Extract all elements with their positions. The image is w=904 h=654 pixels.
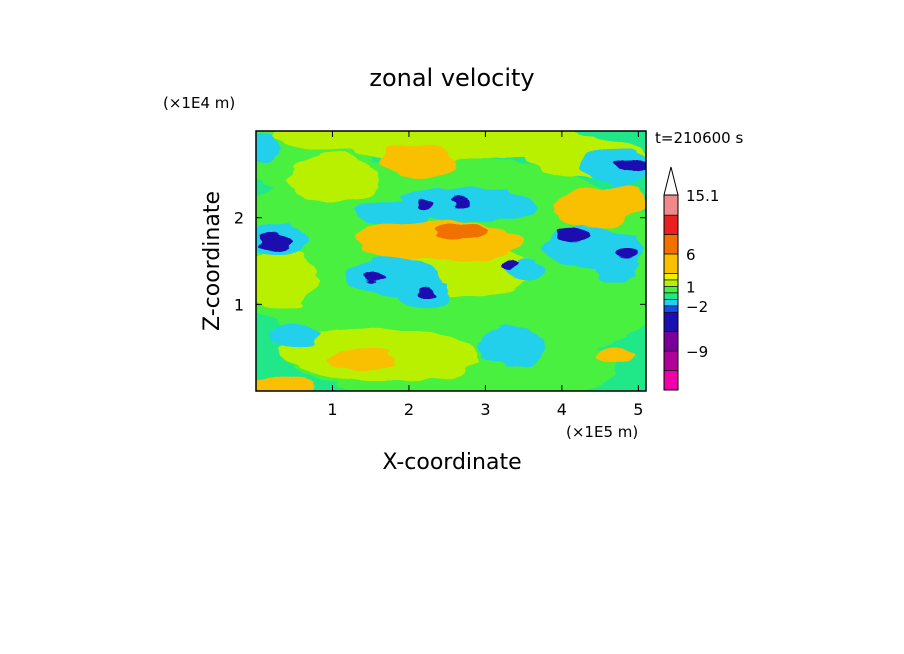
contour-region-4-1 — [401, 187, 539, 223]
colorbar-max-arrow — [663, 166, 679, 196]
contour-region-5-2 — [613, 160, 646, 171]
y-axis-title: Z-coordinate — [200, 191, 225, 331]
contour-region-4-9 — [256, 132, 279, 164]
contour-region-2-7 — [596, 345, 635, 367]
contour-region-5-5 — [500, 259, 516, 272]
contour-region-5-8 — [449, 195, 468, 205]
contour-region-4-11 — [267, 322, 321, 347]
x-tick-label: 1 — [327, 400, 337, 419]
contour-region-5-0 — [259, 233, 294, 249]
colorbar-segment — [663, 273, 679, 281]
colorbar-frame — [663, 194, 679, 391]
contour-region-2-4 — [600, 182, 646, 218]
colorbar-label: −9 — [686, 343, 708, 361]
contour-region-3-0 — [435, 223, 490, 238]
colorbar-segment — [663, 305, 679, 313]
contour-region-1-1 — [271, 131, 608, 160]
colorbar-segment — [663, 234, 679, 255]
x-axis: 1 2 3 4 5 — [327, 131, 643, 419]
y-tick-label: 1 — [234, 295, 244, 314]
colorbar-label: −2 — [686, 298, 708, 316]
colorbar-segment — [663, 311, 679, 332]
contour-region-1-5 — [256, 247, 318, 309]
colorbar-segment — [663, 279, 679, 287]
contour-region-4-5 — [477, 328, 547, 367]
colorbar-label: 6 — [686, 246, 696, 264]
x-tick-label: 5 — [633, 400, 643, 419]
x-tick-label: 2 — [404, 400, 414, 419]
colorbar-label: 1 — [686, 278, 696, 296]
x-axis-title: X-coordinate — [382, 450, 521, 475]
colorbar-segment — [663, 286, 679, 294]
plot-area — [256, 131, 646, 391]
contour-region-4-2 — [355, 200, 432, 227]
colorbar-segment — [663, 253, 679, 274]
x-tick-label: 4 — [557, 400, 567, 419]
contour-region-2-5 — [328, 350, 398, 372]
colorbar-segment — [663, 194, 679, 216]
contour-region-5-3 — [363, 270, 386, 281]
contour-region-5-6 — [615, 247, 639, 258]
x-tick-label: 3 — [480, 400, 490, 419]
chart-title: zonal velocity — [369, 64, 534, 92]
contour-region-5-1 — [556, 227, 591, 243]
time-label: t=210600 s — [655, 129, 743, 147]
contour-region-5-7 — [416, 198, 432, 211]
colorbar-segment — [663, 292, 679, 300]
colorbar-label: 15.1 — [686, 187, 719, 205]
plot-frame — [255, 130, 647, 392]
y-scale-label: (×1E4 m) — [163, 94, 235, 112]
colorbar-segment — [663, 350, 679, 371]
colorbar-segment — [663, 331, 679, 352]
colorbar: 15.1 6 1 −2 −9 — [663, 166, 719, 391]
colorbar-segment — [663, 214, 679, 235]
contour-region-2-2 — [378, 145, 455, 177]
colorbar-segment — [663, 370, 679, 391]
contour-region-2-1 — [363, 234, 440, 262]
y-tick-label: 2 — [234, 209, 244, 228]
colorbar-segment — [663, 299, 679, 307]
x-scale-label: (×1E5 m) — [566, 423, 638, 441]
y-axis: 12 — [234, 209, 646, 314]
contour-region-5-4 — [418, 288, 438, 300]
contour-region-1-2 — [286, 154, 379, 203]
contour-region-4-8 — [592, 256, 639, 283]
